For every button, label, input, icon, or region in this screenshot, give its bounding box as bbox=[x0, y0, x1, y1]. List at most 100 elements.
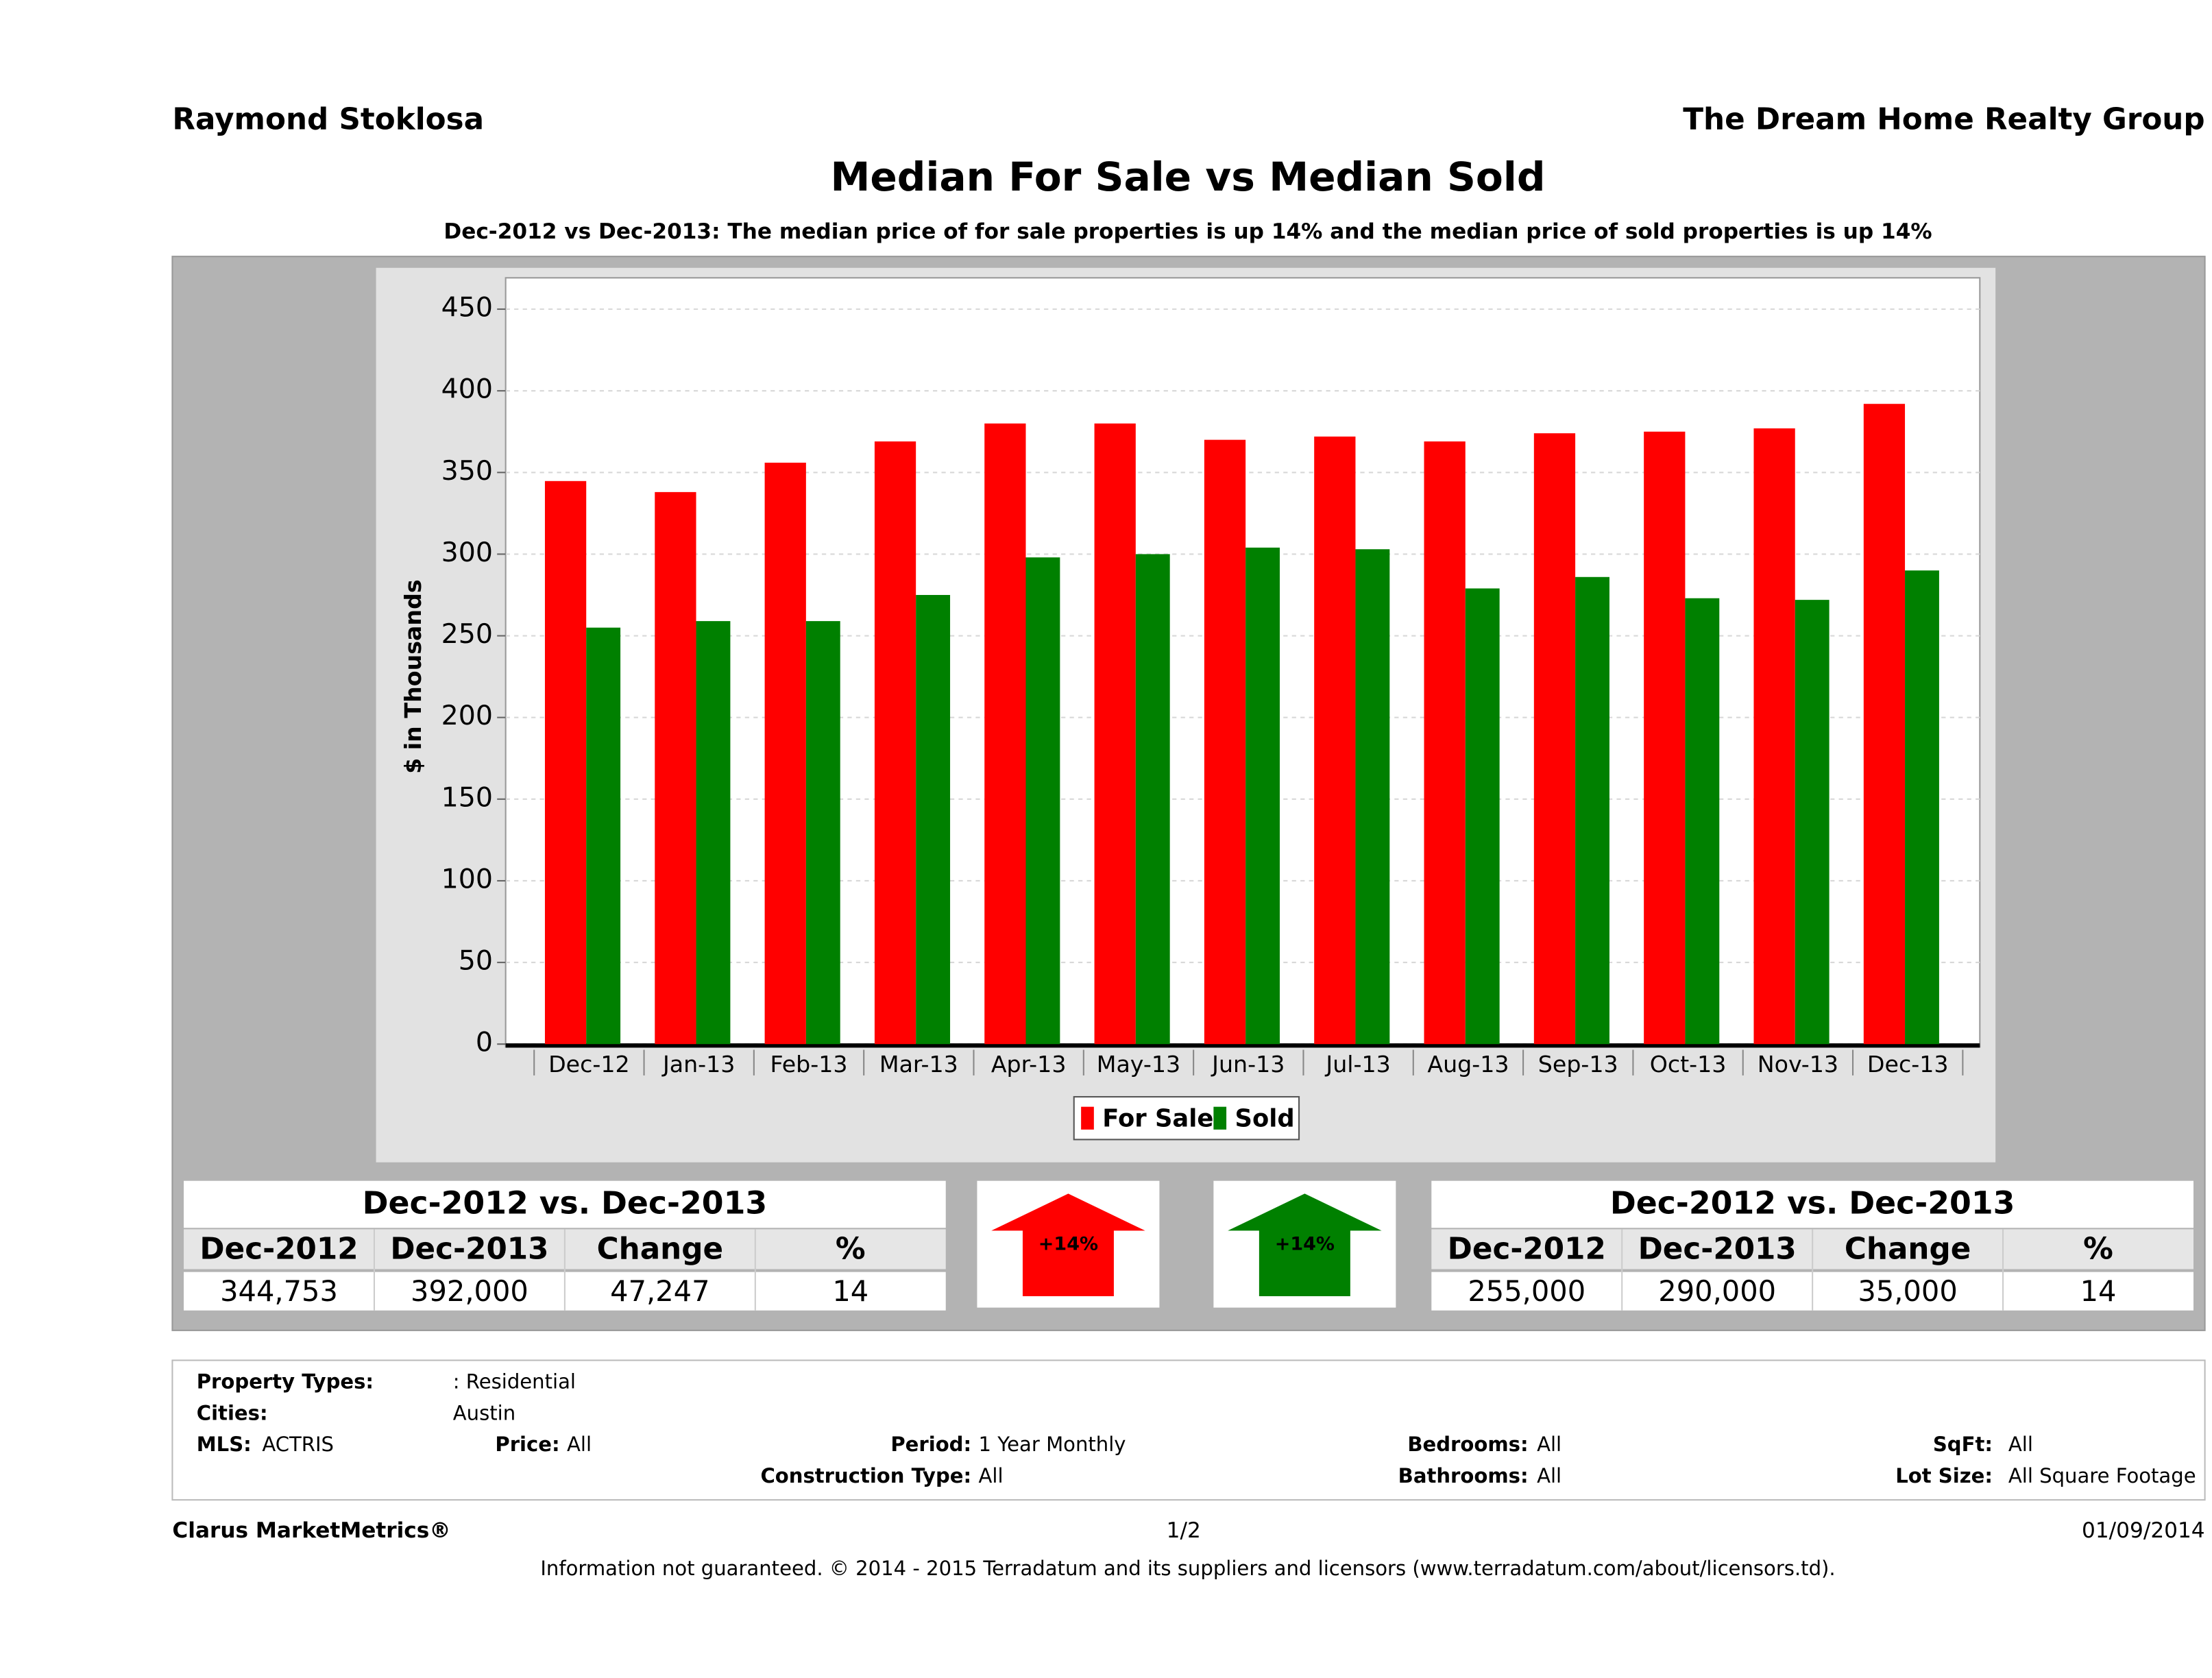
x-tick-label: Apr-13 bbox=[991, 1051, 1067, 1078]
y-tick-label: 50 bbox=[459, 945, 493, 977]
criteria-value: ACTRIS bbox=[262, 1433, 334, 1456]
bar bbox=[916, 594, 951, 1045]
criteria-value: Austin bbox=[453, 1401, 515, 1424]
x-tick-label: Dec-13 bbox=[1867, 1051, 1949, 1078]
y-tick-label: 0 bbox=[476, 1027, 493, 1058]
criteria-box bbox=[171, 1359, 2206, 1501]
criteria-value: All bbox=[979, 1464, 1004, 1487]
x-tick-label: Oct-13 bbox=[1650, 1051, 1727, 1078]
y-tick-label: 350 bbox=[441, 455, 493, 487]
x-tick-label: Jul-13 bbox=[1324, 1051, 1390, 1078]
table-title-cell bbox=[1431, 1180, 2193, 1228]
criteria-value: : Residential bbox=[453, 1370, 576, 1394]
criteria-label: MLS: bbox=[197, 1433, 252, 1456]
bar bbox=[1575, 576, 1609, 1045]
footer-date: 01/09/2014 bbox=[2082, 1518, 2205, 1543]
bar bbox=[984, 423, 1026, 1045]
table-header: % bbox=[836, 1232, 866, 1267]
x-tick-label: Sep-13 bbox=[1538, 1051, 1618, 1078]
agent-name: Raymond Stoklosa bbox=[172, 103, 484, 137]
chart-title: Median For Sale vs Median Sold bbox=[830, 154, 1545, 200]
criteria-label: Construction Type: bbox=[760, 1464, 971, 1487]
bar bbox=[1753, 428, 1795, 1045]
criteria-value: All bbox=[1537, 1464, 1561, 1487]
bar bbox=[1644, 431, 1686, 1045]
footer-disclaimer: Information not guaranteed. © 2014 - 201… bbox=[540, 1557, 1835, 1580]
criteria-label: Lot Size: bbox=[1895, 1464, 1993, 1487]
bar bbox=[1094, 423, 1136, 1045]
bar bbox=[1025, 557, 1060, 1045]
up-arrow bbox=[1228, 1193, 1382, 1297]
table-value: 290,000 bbox=[1658, 1274, 1776, 1308]
x-tick-label: Mar-13 bbox=[879, 1051, 958, 1078]
criteria-label: Property Types: bbox=[197, 1370, 374, 1394]
x-tick-label: Jan-13 bbox=[661, 1051, 736, 1078]
y-axis-label: $ in Thousands bbox=[400, 579, 426, 774]
company-name: The Dream Home Realty Group bbox=[1683, 103, 2204, 137]
bar bbox=[1795, 600, 1830, 1045]
chart-subtitle: Dec-2012 vs Dec-2013: The median price o… bbox=[443, 219, 1932, 244]
x-tick-label: Jun-13 bbox=[1211, 1051, 1285, 1078]
table-value: 14 bbox=[2080, 1274, 2117, 1308]
bar bbox=[586, 627, 621, 1045]
y-tick-label: 450 bbox=[441, 292, 493, 324]
table-title: Dec-2012 vs. Dec-2013 bbox=[1610, 1185, 2015, 1221]
criteria-label: Price: bbox=[495, 1433, 559, 1456]
legend-label: Sold bbox=[1235, 1104, 1295, 1132]
bar bbox=[696, 621, 731, 1045]
bar bbox=[1424, 441, 1466, 1045]
y-tick-label: 150 bbox=[441, 781, 493, 813]
x-tick-label: Aug-13 bbox=[1427, 1051, 1509, 1078]
y-tick-label: 250 bbox=[441, 618, 493, 650]
table-header: Dec-2013 bbox=[390, 1232, 548, 1267]
table-header: Change bbox=[1845, 1232, 1971, 1267]
legend-swatch bbox=[1081, 1106, 1094, 1130]
bar bbox=[1135, 554, 1170, 1045]
criteria-value: All bbox=[1537, 1433, 1561, 1456]
arrow-label: +14% bbox=[1275, 1234, 1335, 1255]
table-value: 344,753 bbox=[220, 1274, 338, 1308]
table-title-cell bbox=[184, 1180, 946, 1228]
bar bbox=[1204, 439, 1246, 1045]
bar bbox=[1905, 570, 1939, 1045]
criteria-value: 1 Year Monthly bbox=[979, 1433, 1126, 1456]
table-header: Dec-2013 bbox=[1638, 1232, 1797, 1267]
x-tick-label: May-13 bbox=[1097, 1051, 1180, 1078]
y-tick-label: 300 bbox=[441, 537, 493, 568]
criteria-label: Bathrooms: bbox=[1398, 1464, 1529, 1487]
bar bbox=[1863, 404, 1906, 1045]
table-header: % bbox=[2083, 1232, 2113, 1267]
bar bbox=[1685, 598, 1720, 1045]
criteria-value: All bbox=[2008, 1433, 2033, 1456]
table-value: 47,247 bbox=[610, 1274, 709, 1308]
y-tick-label: 200 bbox=[441, 700, 493, 731]
table-header: Change bbox=[597, 1232, 723, 1267]
bar bbox=[805, 621, 840, 1045]
table-value: 35,000 bbox=[1858, 1274, 1957, 1308]
x-tick-label: Nov-13 bbox=[1758, 1051, 1838, 1078]
footer-page: 1/2 bbox=[1167, 1518, 1201, 1543]
criteria-value: All bbox=[567, 1433, 592, 1456]
bar bbox=[874, 441, 916, 1045]
table-header: Dec-2012 bbox=[199, 1232, 358, 1267]
arrow-label: +14% bbox=[1038, 1234, 1098, 1255]
table-header: Dec-2012 bbox=[1448, 1232, 1606, 1267]
bar bbox=[544, 481, 587, 1045]
bar bbox=[1355, 549, 1390, 1045]
criteria-label: Cities: bbox=[197, 1401, 268, 1424]
up-arrow bbox=[991, 1193, 1145, 1297]
bar bbox=[1314, 436, 1356, 1045]
footer-brand: Clarus MarketMetrics® bbox=[172, 1518, 450, 1543]
bar bbox=[1245, 547, 1280, 1045]
y-tick-label: 100 bbox=[441, 863, 493, 895]
bar bbox=[764, 462, 806, 1045]
table-title: Dec-2012 vs. Dec-2013 bbox=[363, 1185, 768, 1221]
legend-box bbox=[1073, 1096, 1300, 1141]
bar bbox=[1533, 433, 1576, 1045]
table-value: 14 bbox=[832, 1274, 868, 1308]
criteria-label: Period: bbox=[890, 1433, 971, 1456]
table-value: 255,000 bbox=[1468, 1274, 1585, 1308]
legend-label: For Sale bbox=[1102, 1104, 1213, 1132]
criteria-label: SqFt: bbox=[1933, 1433, 1993, 1456]
